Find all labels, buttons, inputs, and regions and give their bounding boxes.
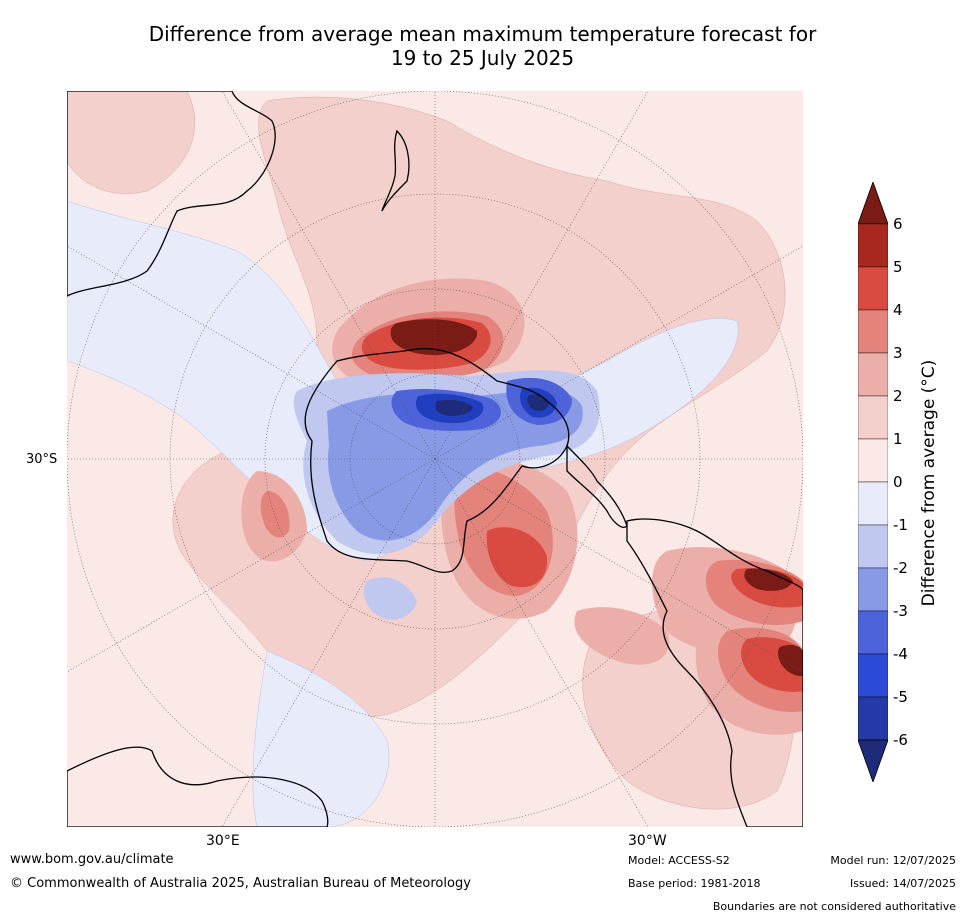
colorbar-segment [858, 438, 888, 483]
colorbar-tick-label: -4 [893, 645, 908, 663]
colorbar-segment [858, 266, 888, 311]
footer-model: Model: ACCESS-S2 [628, 854, 730, 867]
footer-issued: Issued: 14/07/2025 [849, 877, 956, 890]
latitude-label-30s: 30°S [26, 452, 58, 467]
warm-anomaly-extreme [390, 319, 803, 677]
title-line-1: Difference from average mean maximum tem… [148, 22, 817, 46]
colorbar-tick-label: 2 [893, 387, 903, 405]
temperature-anomaly-map [67, 91, 803, 827]
longitude-label-30w: 30°W [628, 833, 667, 849]
australia-coastline [67, 91, 276, 297]
colorbar-tick-label: -2 [893, 559, 908, 577]
colorbar-bottom-arrow [858, 739, 888, 782]
colorbar-segment [858, 696, 888, 741]
footer-copyright: © Commonwealth of Australia 2025, Austra… [10, 876, 471, 891]
footer-base-period: Base period: 1981-2018 [628, 877, 761, 890]
cool-anomaly-strong [327, 389, 583, 541]
colorbar-tick-label: 0 [893, 473, 903, 491]
colorbar-tick-label: 5 [893, 258, 903, 276]
colorbar [858, 182, 888, 782]
southern-africa-coastline [67, 746, 329, 827]
colorbar-segment [858, 309, 888, 354]
new-zealand-coastline [381, 129, 410, 212]
footer-website: www.bom.gov.au/climate [10, 852, 174, 867]
coastlines [67, 91, 803, 827]
colorbar-segment [858, 223, 888, 268]
colorbar-segment [858, 395, 888, 440]
title-line-2: 19 to 25 July 2025 [390, 46, 575, 70]
colorbar-tick-label: -3 [893, 602, 908, 620]
colorbar-tick-label: 3 [893, 344, 903, 362]
colorbar-segments [858, 223, 888, 741]
longitude-label-30e: 30°E [206, 833, 240, 849]
colorbar-tick-label: -1 [893, 516, 908, 534]
colorbar-label: Difference from average (°C) [919, 359, 939, 607]
colorbar-segment [858, 653, 888, 698]
footer-disclaimer: Boundaries are not considered authoritat… [712, 900, 956, 913]
graticule [67, 91, 803, 827]
colorbar-tick-label: -5 [893, 688, 908, 706]
colorbar-segment [858, 610, 888, 655]
colorbar-tick-label: 4 [893, 301, 903, 319]
colorbar-tick-label: 6 [893, 215, 903, 233]
south-america-coastline [626, 518, 803, 827]
colorbar-top-arrow [858, 182, 888, 225]
footer-model-run: Model run: 12/07/2025 [830, 854, 956, 867]
colorbar-tick-label: 1 [893, 430, 903, 448]
colorbar-segment [858, 352, 888, 397]
colorbar-segment [858, 567, 888, 612]
colorbar-tick-label: -6 [893, 731, 908, 749]
chart-title: Difference from average mean maximum tem… [0, 22, 965, 70]
colorbar-segment [858, 524, 888, 569]
colorbar-segment [858, 481, 888, 526]
antarctica-coastline [304, 347, 570, 573]
